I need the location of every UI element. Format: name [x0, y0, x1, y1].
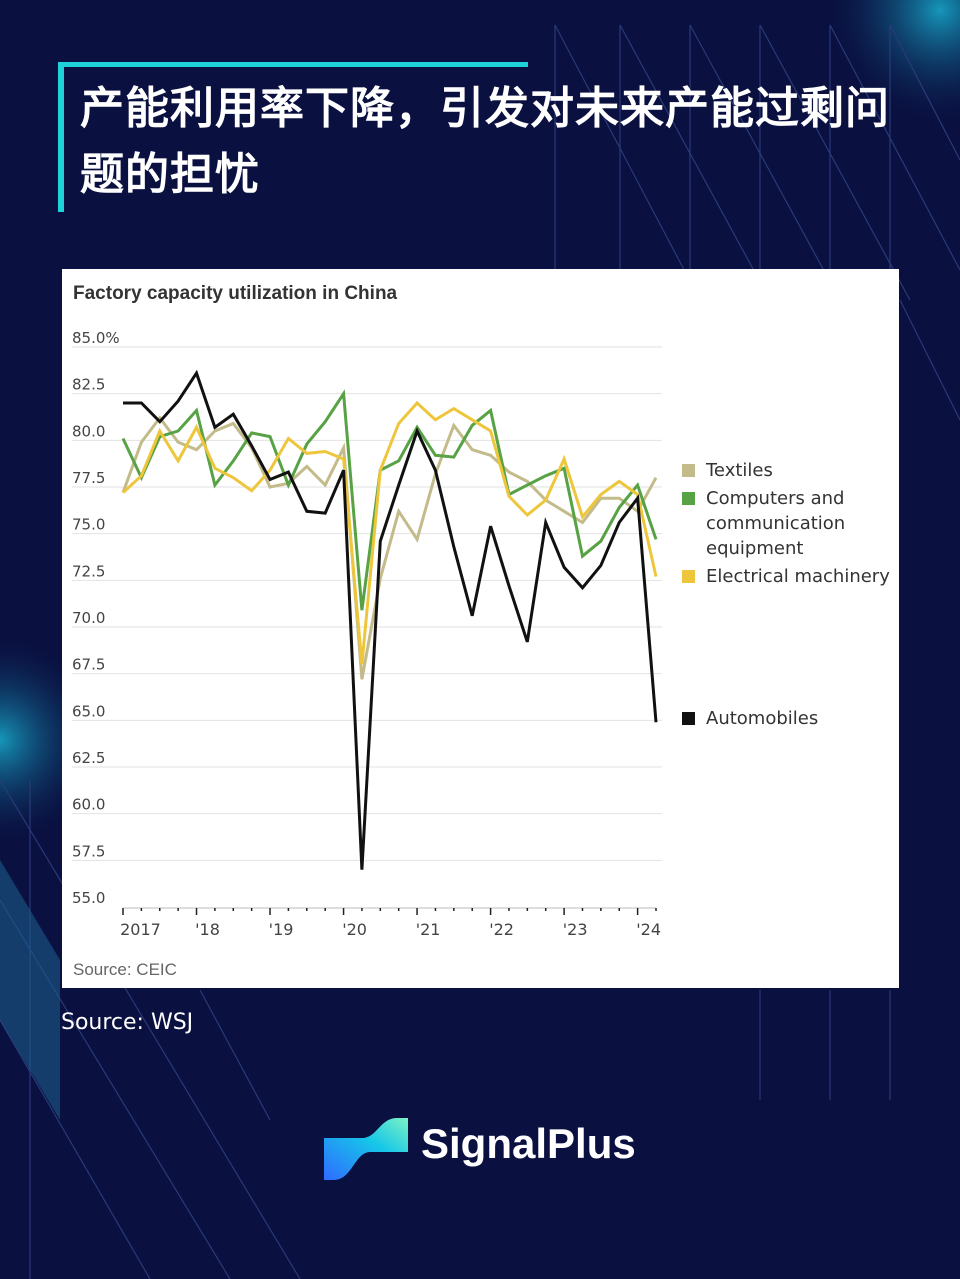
series-line-textiles: [121, 415, 658, 680]
y-tick-label: 82.5: [72, 376, 105, 394]
legend-swatch: [682, 464, 695, 477]
x-tick-label: '24: [636, 920, 661, 939]
legend-item-electrical: Electrical machinery: [682, 564, 906, 589]
legend-swatch: [682, 712, 695, 725]
x-tick-label: '21: [416, 920, 441, 939]
y-tick-label: 62.5: [72, 749, 105, 767]
y-tick-label: 85.0%: [72, 329, 120, 347]
legend-item-automobiles: Automobiles: [682, 706, 906, 731]
series-line-automobiles: [123, 369, 658, 870]
y-tick-label: 70.0: [72, 609, 105, 627]
y-tick-label: 65.0: [72, 702, 105, 720]
brand-name: SignalPlus: [421, 1120, 636, 1167]
y-tick-label: 60.0: [72, 796, 105, 814]
x-tick-label: '22: [489, 920, 514, 939]
line-chart: 85.0% 82.5 80.0 77.5 75.0 72.5 70.0 67.5 65.0 62.…: [72, 329, 662, 939]
y-tick-label: 75.0: [72, 516, 105, 534]
x-tick-label: '19: [269, 920, 294, 939]
y-tick-label: 67.5: [72, 656, 105, 674]
legend-swatch: [682, 570, 695, 583]
legend-swatch: [682, 492, 695, 505]
y-tick-label: 57.5: [72, 842, 105, 860]
x-tick-label: 2017: [120, 920, 161, 939]
chart-source: Source: CEIC: [73, 960, 177, 979]
page-title: 产能利用率下降，引发对未来产能过剩问题的担忧: [80, 83, 890, 200]
title-accent-bar: [58, 62, 528, 67]
x-tick-label: '18: [195, 920, 220, 939]
x-tick-label: '23: [563, 920, 588, 939]
series-line-electrical: [121, 400, 658, 665]
title-accent-line: [58, 62, 64, 212]
y-tick-label: 80.0: [72, 422, 105, 440]
chart-title: Factory capacity utilization in China: [73, 283, 398, 304]
x-tick-label: '20: [342, 920, 367, 939]
y-tick-label: 72.5: [72, 562, 105, 580]
y-tick-label: 55.0: [72, 889, 105, 907]
image-source: Source: WSJ: [61, 1010, 194, 1035]
legend-item-computers: Computers and communication equipment: [682, 486, 866, 561]
chart-card: 85.0% 82.5 80.0 77.5 75.0 72.5 70.0 67.5 65.0 62.…: [62, 269, 899, 988]
y-tick-label: 77.5: [72, 469, 105, 487]
signalplus-logo-icon: [324, 1118, 408, 1180]
legend-item-textiles: Textiles: [682, 458, 906, 483]
series-line-computers: [121, 389, 658, 611]
